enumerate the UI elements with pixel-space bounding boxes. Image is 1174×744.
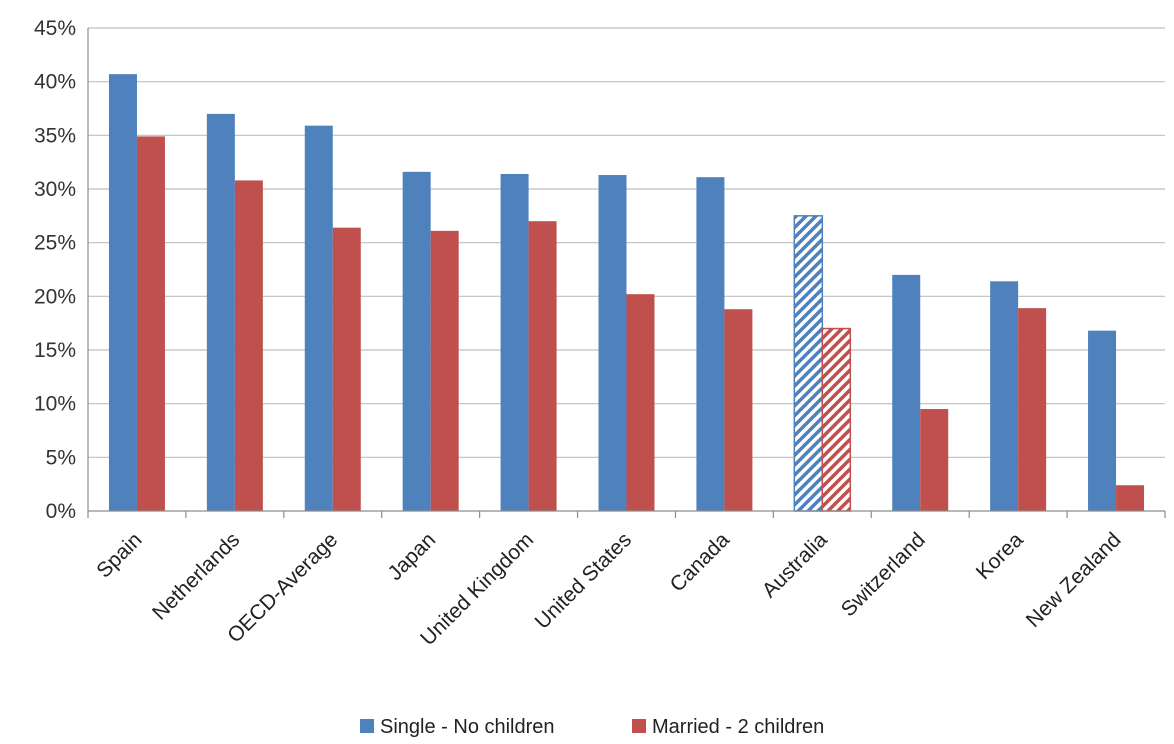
legend-swatch xyxy=(632,719,646,733)
y-tick-label: 20% xyxy=(34,285,76,308)
bar-single-spain xyxy=(108,74,137,512)
bar-single-korea xyxy=(990,281,1019,511)
bar-single-canada xyxy=(696,177,725,511)
x-category-label: Canada xyxy=(666,528,735,597)
bar-single-new-zealand xyxy=(1088,330,1117,511)
bar-married-netherlands xyxy=(234,180,263,511)
bar-married-spain xyxy=(136,136,165,511)
x-category-label: Spain xyxy=(92,528,146,582)
x-category-label: Australia xyxy=(758,528,832,602)
y-tick-label: 15% xyxy=(34,339,76,362)
bar-single-netherlands xyxy=(206,113,235,511)
bars xyxy=(108,74,1145,512)
x-category-label: Switzerland xyxy=(837,528,930,621)
bar-single-switzerland xyxy=(892,274,921,511)
y-axis-tick-labels: 0% 5% 10% 15% 20% 25% 30% 35% 40% 45% xyxy=(34,17,76,523)
y-tick-label: 40% xyxy=(34,71,76,94)
bar-single-australia xyxy=(793,215,824,512)
x-category-label: New Zealand xyxy=(1022,528,1126,632)
bar-married-korea xyxy=(1018,308,1047,511)
legend: Single - No children Married - 2 children xyxy=(360,716,824,738)
y-tick-label: 30% xyxy=(34,178,76,201)
y-tick-label: 25% xyxy=(34,232,76,255)
legend-swatch xyxy=(360,719,374,733)
x-category-label: Korea xyxy=(972,528,1028,584)
y-tick-label: 10% xyxy=(34,393,76,416)
axes xyxy=(87,28,1166,518)
bar-married-united-kingdom xyxy=(528,221,557,511)
x-category-label: United States xyxy=(531,528,636,633)
y-tick-label: 5% xyxy=(46,446,76,469)
bar-married-canada xyxy=(724,309,753,511)
bar-single-oecd-average xyxy=(304,125,333,511)
bar-single-united-states xyxy=(598,175,627,511)
y-tick-label: 45% xyxy=(34,17,76,40)
bar-married-new-zealand xyxy=(1116,485,1145,511)
y-tick-label: 35% xyxy=(34,124,76,147)
bar-single-united-kingdom xyxy=(500,173,529,511)
x-category-label: Japan xyxy=(383,528,440,585)
y-tick-label: 0% xyxy=(46,500,76,523)
bar-married-switzerland xyxy=(920,409,949,511)
legend-label: Married - 2 children xyxy=(652,716,824,738)
bar-married-united-states xyxy=(626,294,655,511)
bar-married-oecd-average xyxy=(332,227,361,511)
bar-married-australia xyxy=(821,327,852,512)
legend-label: Single - No children xyxy=(380,716,555,738)
x-category-label: Netherlands xyxy=(148,528,244,624)
bar-married-japan xyxy=(430,230,459,512)
bar-single-japan xyxy=(402,171,431,511)
